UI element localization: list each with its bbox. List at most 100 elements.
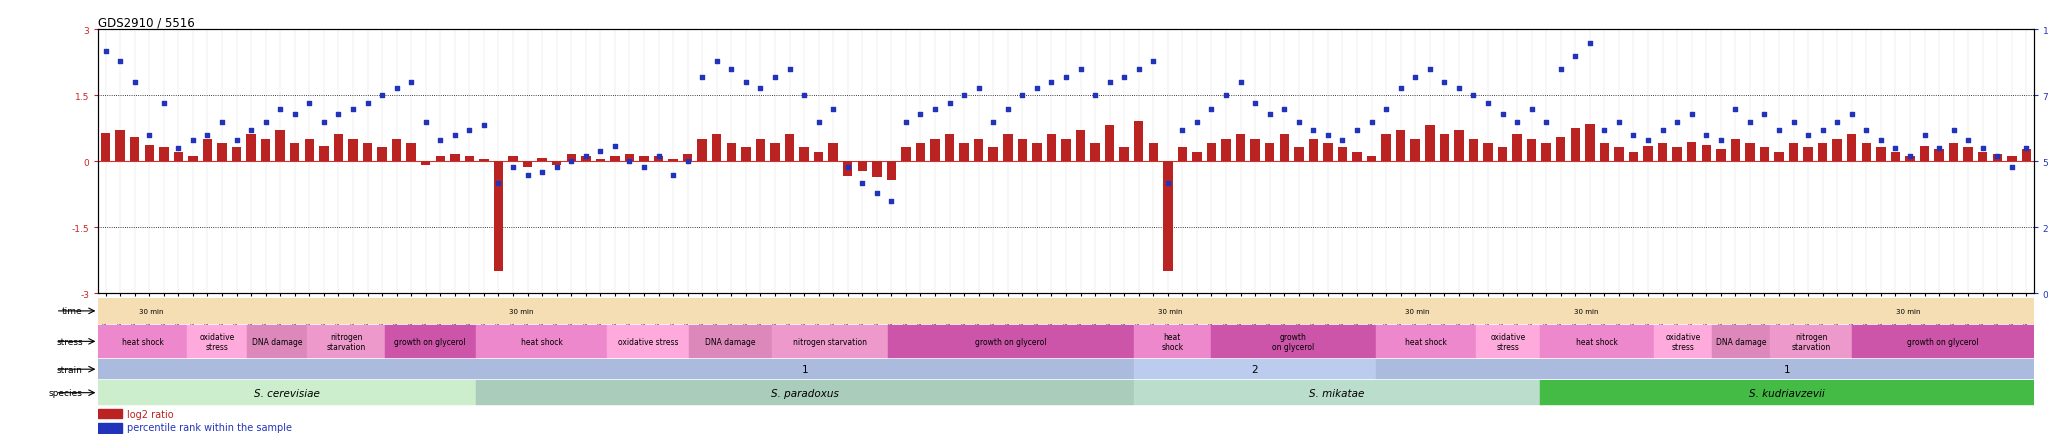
Bar bbox=[1905, 157, 1915, 162]
Text: S. paradoxus: S. paradoxus bbox=[770, 388, 838, 398]
Text: nitrogen
starvation: nitrogen starvation bbox=[1792, 332, 1831, 351]
Point bbox=[176, 138, 209, 145]
Text: growth on glycerol: growth on glycerol bbox=[395, 337, 467, 346]
Point bbox=[889, 119, 922, 126]
Point bbox=[1006, 93, 1038, 100]
Point bbox=[1792, 132, 1825, 139]
Bar bbox=[1337, 148, 1348, 162]
Point bbox=[874, 198, 907, 205]
Bar bbox=[291, 144, 299, 162]
Point bbox=[700, 59, 733, 66]
Point bbox=[1165, 127, 1198, 134]
Point bbox=[1384, 85, 1417, 92]
Point bbox=[219, 138, 254, 145]
Bar bbox=[385, 325, 475, 358]
Point bbox=[1937, 127, 1970, 134]
Bar bbox=[1642, 147, 1653, 162]
Bar bbox=[494, 162, 504, 272]
Bar bbox=[772, 325, 889, 358]
Bar bbox=[1047, 135, 1057, 162]
Point bbox=[903, 111, 936, 118]
Point bbox=[1268, 106, 1300, 113]
Bar bbox=[1788, 144, 1798, 162]
Bar bbox=[2021, 150, 2032, 162]
Bar bbox=[901, 148, 911, 162]
Bar bbox=[1659, 144, 1667, 162]
Bar bbox=[553, 162, 561, 166]
Bar bbox=[1628, 152, 1638, 162]
Point bbox=[410, 119, 442, 126]
Bar bbox=[1280, 135, 1288, 162]
Bar bbox=[1382, 135, 1391, 162]
Point bbox=[672, 159, 705, 166]
Point bbox=[817, 106, 850, 113]
Bar bbox=[688, 325, 772, 358]
Point bbox=[1442, 85, 1475, 92]
Bar bbox=[1862, 144, 1872, 162]
Bar bbox=[582, 157, 590, 162]
Bar bbox=[248, 325, 307, 358]
Bar bbox=[1323, 144, 1333, 162]
Bar bbox=[915, 144, 926, 162]
Point bbox=[1034, 79, 1067, 86]
Point bbox=[948, 93, 981, 100]
Point bbox=[147, 101, 180, 108]
Bar bbox=[1061, 139, 1071, 162]
Point bbox=[1980, 153, 2013, 160]
Point bbox=[133, 132, 166, 139]
Point bbox=[526, 169, 559, 176]
Point bbox=[1835, 111, 1868, 118]
Text: S. mikatae: S. mikatae bbox=[1309, 388, 1364, 398]
Bar bbox=[1366, 157, 1376, 162]
Point bbox=[1718, 106, 1751, 113]
Point bbox=[612, 159, 645, 166]
Point bbox=[1399, 74, 1432, 81]
Bar bbox=[698, 139, 707, 162]
Point bbox=[1749, 111, 1782, 118]
Bar bbox=[98, 359, 475, 379]
Point bbox=[453, 127, 485, 134]
Point bbox=[2009, 145, 2042, 152]
Bar bbox=[115, 131, 125, 162]
Bar bbox=[1673, 148, 1681, 162]
Point bbox=[1573, 40, 1606, 47]
Bar bbox=[2007, 157, 2017, 162]
Bar bbox=[362, 144, 373, 162]
Bar bbox=[1135, 359, 1376, 379]
Point bbox=[1413, 66, 1446, 73]
Point bbox=[1909, 132, 1942, 139]
Bar bbox=[1745, 144, 1755, 162]
Bar bbox=[1163, 162, 1174, 272]
Bar bbox=[567, 154, 575, 162]
Point bbox=[119, 79, 152, 86]
Text: DNA damage: DNA damage bbox=[252, 337, 303, 346]
Bar bbox=[465, 157, 473, 162]
Text: 30 min: 30 min bbox=[139, 308, 164, 314]
Point bbox=[336, 106, 369, 113]
Bar bbox=[887, 162, 897, 181]
Point bbox=[236, 127, 268, 134]
Bar bbox=[479, 160, 489, 162]
Bar bbox=[1655, 325, 1712, 358]
Point bbox=[743, 85, 776, 92]
Bar bbox=[203, 139, 213, 162]
Point bbox=[1065, 66, 1098, 73]
Text: log2 ratio: log2 ratio bbox=[127, 409, 174, 419]
Text: 1: 1 bbox=[801, 365, 809, 374]
Bar bbox=[188, 157, 197, 162]
Bar bbox=[475, 359, 1135, 379]
Bar bbox=[1759, 148, 1769, 162]
Bar bbox=[1819, 144, 1827, 162]
Point bbox=[1778, 119, 1810, 126]
Point bbox=[205, 119, 238, 126]
Bar bbox=[98, 325, 186, 358]
Point bbox=[1327, 138, 1360, 145]
Bar bbox=[160, 148, 168, 162]
Bar bbox=[1540, 359, 2034, 379]
Point bbox=[729, 79, 762, 86]
Point bbox=[1647, 127, 1679, 134]
Bar bbox=[1411, 139, 1419, 162]
Bar bbox=[1599, 144, 1610, 162]
Bar bbox=[1425, 126, 1434, 162]
Point bbox=[977, 119, 1010, 126]
